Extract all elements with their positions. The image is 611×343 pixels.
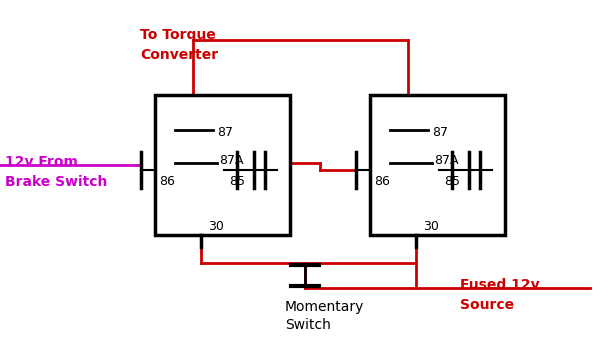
Text: Fused 12v: Fused 12v — [460, 278, 540, 292]
Text: 12v From: 12v From — [5, 155, 78, 169]
Text: 85: 85 — [444, 175, 460, 188]
Text: Switch: Switch — [285, 318, 331, 332]
Text: Brake Switch: Brake Switch — [5, 175, 108, 189]
Text: 30: 30 — [423, 220, 439, 233]
Text: 86: 86 — [374, 175, 390, 188]
Text: Momentary: Momentary — [285, 300, 364, 314]
Text: Source: Source — [460, 298, 514, 312]
Text: 86: 86 — [159, 175, 175, 188]
Text: To Torque: To Torque — [140, 28, 216, 42]
Text: Converter: Converter — [140, 48, 218, 62]
Text: 87: 87 — [432, 127, 448, 140]
Text: 87A: 87A — [219, 154, 244, 166]
Text: 30: 30 — [208, 220, 224, 233]
Text: 87: 87 — [217, 127, 233, 140]
Text: 85: 85 — [229, 175, 245, 188]
Text: 87A: 87A — [434, 154, 458, 166]
Bar — [155, 95, 290, 235]
Bar — [370, 95, 505, 235]
